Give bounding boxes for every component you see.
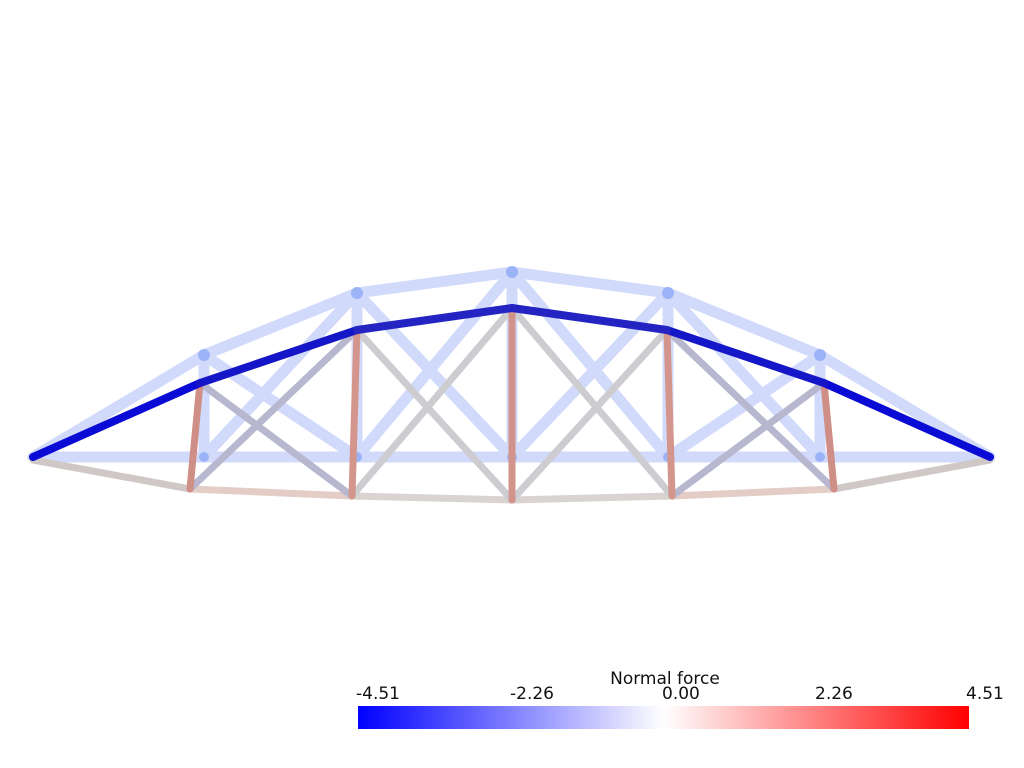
colorbar-gradient [358,706,969,729]
colorbar-tick-mid: 0.00 [662,684,700,704]
colorbar-tick-high: 2.26 [815,684,853,704]
colorbar-tick-low: -2.26 [510,684,554,704]
deformed-truss [29,304,994,504]
colorbar-tick-min: -4.51 [356,684,400,704]
colorbar-title: Normal force [610,669,720,689]
colorbar-tick-max: 4.51 [966,684,1004,704]
